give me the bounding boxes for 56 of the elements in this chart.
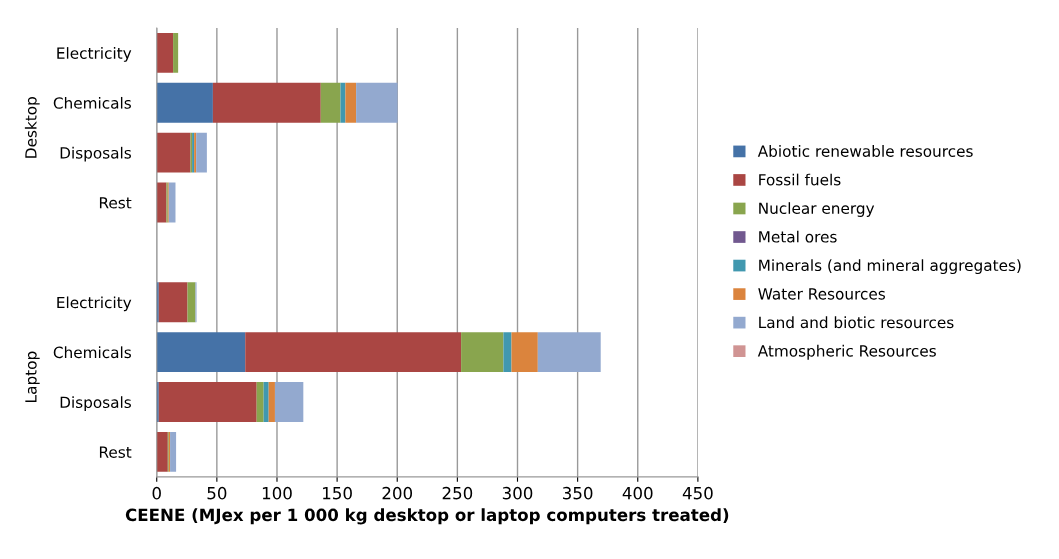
bar (461, 332, 504, 373)
bar (356, 82, 398, 123)
bar (156, 282, 159, 323)
bar (263, 382, 269, 422)
legend-label: Minerals (and mineral aggregates) (759, 259, 1021, 275)
bar (268, 382, 275, 422)
legend-label: Land and biotic resources (759, 316, 954, 329)
x-tick-label: 450 (682, 486, 713, 500)
bar (156, 82, 213, 123)
bar (196, 132, 207, 173)
bar (158, 382, 257, 422)
y-tick-label: Chemicals (53, 346, 131, 359)
bar (156, 182, 167, 223)
bar (274, 382, 304, 422)
legend-label: Abiotic renewable resources (757, 145, 973, 157)
legend-label: Fossil fuels (759, 173, 841, 186)
bar (173, 32, 179, 73)
y-tick-label: Chemicals (53, 96, 131, 109)
y-tick-label: Disposals (60, 396, 131, 411)
bar (340, 82, 346, 123)
x-tick-label: 50 (207, 486, 227, 500)
bar (156, 332, 246, 373)
y-tick-label: Rest (99, 197, 132, 209)
x-tick-label: 200 (382, 486, 413, 500)
x-tick-label: 350 (562, 486, 593, 500)
bar (245, 332, 462, 373)
bar (158, 282, 188, 323)
bar (256, 382, 264, 422)
legend-label: Water Resources (758, 288, 886, 300)
text: Desktop (24, 97, 40, 158)
legend-label: Metal ores (759, 230, 837, 243)
text: Laptop (25, 351, 40, 402)
x-tick-label: 0 (152, 486, 161, 500)
x-tick-label: 250 (442, 486, 473, 500)
x-axis-title: CEENE (MJex per 1 000 kg desktop or laptop computers treated) (125, 508, 729, 525)
x-tick-label: 150 (323, 486, 352, 500)
y-tick-label: Electricity (57, 47, 132, 62)
bar (156, 382, 159, 422)
bar (537, 332, 601, 373)
bar (156, 132, 191, 173)
legend-label: Atmospheric Resources (757, 344, 936, 360)
bar (503, 332, 512, 373)
bar (511, 332, 538, 373)
x-tick-label: 100 (262, 486, 292, 500)
y-tick-label: Electricity (57, 296, 132, 312)
bar (170, 431, 177, 472)
bar (345, 82, 357, 123)
x-tick-label: 300 (502, 486, 533, 500)
legend-label: Nuclear energy (759, 202, 875, 217)
bar (156, 32, 174, 73)
bar (156, 431, 168, 472)
y-tick-label: Rest (99, 446, 132, 458)
bar (212, 82, 321, 123)
x-tick-label: 400 (622, 486, 653, 500)
y-tick-label: Disposals (60, 146, 131, 162)
bar (320, 82, 341, 123)
